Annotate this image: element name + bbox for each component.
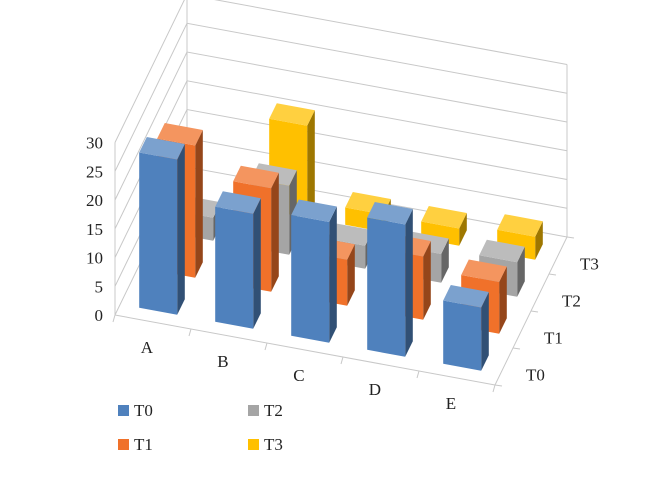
x-tick-label: A [141, 338, 154, 357]
chart-legend: T0 T1 T2 T3 [118, 401, 283, 454]
bar-side [459, 213, 467, 246]
bar-top [421, 206, 467, 229]
bar-front [367, 217, 406, 357]
bar-side [271, 172, 279, 292]
depth-tick-label: T3 [580, 255, 599, 274]
legend-swatch [118, 405, 129, 416]
x-axis-line [114, 314, 496, 386]
bar-front [215, 206, 254, 329]
x-tick-mark [264, 342, 268, 351]
bar-top [479, 239, 525, 263]
depth-tick-mark [494, 384, 503, 387]
bar-side [405, 209, 413, 357]
depth-tick-label: T0 [526, 366, 545, 385]
chart-labels: 0 5 10 15 20 25 30 A B C D E T0 T1 T2 T3 [86, 134, 599, 413]
bar-T0-E [443, 285, 489, 371]
bar-T0-C [291, 199, 337, 343]
y-tick-label: 0 [95, 306, 104, 325]
bar-top [215, 191, 261, 214]
y-tick-label: 5 [95, 277, 104, 296]
bar-side [423, 241, 431, 320]
bar-top [291, 199, 337, 222]
bar-top [269, 103, 315, 126]
x-tick-label: B [217, 352, 228, 371]
bar-T3-E [497, 214, 543, 260]
bar-T0-B [215, 191, 261, 329]
bar-side [195, 130, 203, 278]
x-tick-mark [340, 356, 344, 365]
y-tick-label: 20 [86, 191, 103, 210]
x-tick-label: C [293, 366, 304, 385]
bar-top [233, 165, 279, 189]
depth-tick-mark [566, 236, 575, 239]
y-tick-label: 30 [86, 134, 103, 153]
bar-top [157, 123, 203, 146]
bar-side [535, 221, 543, 260]
bar-side [517, 246, 525, 297]
gridline [114, 0, 568, 143]
legend-item-T2: T2 [248, 401, 283, 420]
bar-top [139, 137, 185, 160]
bar-side [481, 292, 489, 371]
bar-T3-D [421, 206, 467, 246]
legend-label: T0 [134, 401, 153, 420]
bar-front [443, 300, 482, 371]
bar-front [139, 152, 178, 315]
bar-side [329, 206, 337, 343]
bar-top [367, 202, 413, 225]
bar-side [499, 266, 507, 334]
bar-T0-A [139, 137, 185, 315]
legend-label: T2 [264, 401, 283, 420]
legend-item-T3: T3 [248, 435, 283, 454]
x-tick-label: E [446, 394, 456, 413]
depth-tick-mark [512, 347, 521, 350]
x-tick-mark [112, 314, 116, 323]
legend-item-T1: T1 [118, 435, 153, 454]
bar-top [461, 259, 507, 282]
depth-tick-label: T1 [544, 329, 563, 348]
bar-top [327, 223, 373, 246]
y-tick-label: 10 [86, 249, 103, 268]
chart-walls [112, 0, 575, 393]
legend-label: T1 [134, 435, 153, 454]
bar-side [441, 238, 449, 283]
legend-swatch [118, 439, 129, 450]
legend-item-T0: T0 [118, 401, 153, 420]
x-tick-mark [492, 384, 496, 393]
bar-side [347, 244, 355, 306]
depth-tick-mark [530, 310, 539, 313]
depth-tick-label: T2 [562, 292, 581, 311]
bar-top [443, 285, 489, 308]
bar-front [291, 215, 330, 343]
bar-top [497, 214, 543, 237]
depth-tick-mark [548, 273, 557, 276]
x-tick-label: D [369, 380, 381, 399]
y-tick-label: 25 [86, 162, 103, 181]
legend-label: T3 [264, 435, 283, 454]
legend-swatch [248, 439, 259, 450]
x-tick-mark [416, 370, 420, 379]
x-tick-mark [188, 328, 192, 337]
y-tick-label: 15 [86, 220, 103, 239]
legend-swatch [248, 405, 259, 416]
bar-side [307, 110, 315, 218]
bar-side [177, 144, 185, 315]
bar-side [253, 198, 261, 329]
chart-bars [139, 103, 543, 371]
bar-T0-D [367, 202, 413, 357]
